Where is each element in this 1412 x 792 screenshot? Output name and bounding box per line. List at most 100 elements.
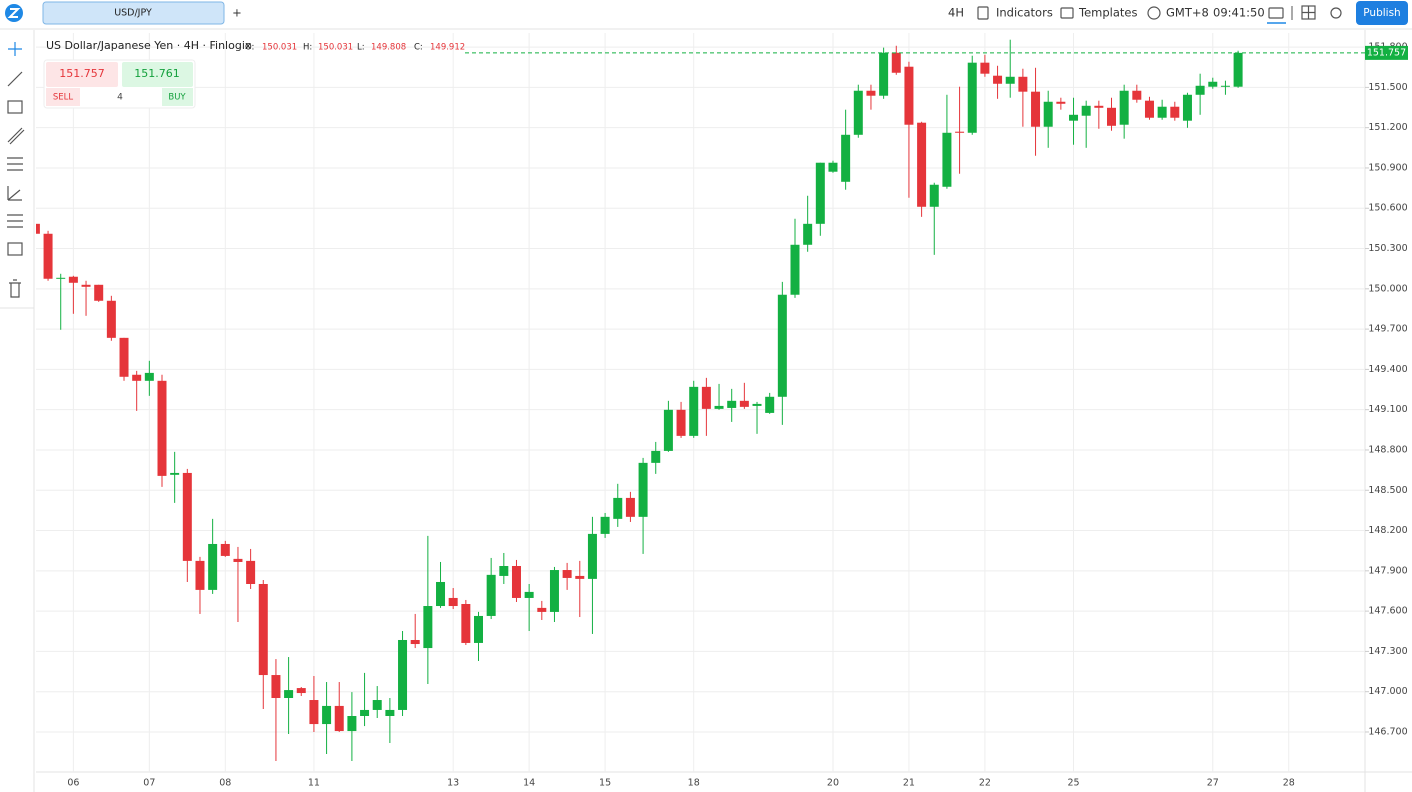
buy-box[interactable] xyxy=(122,62,193,87)
candle-body xyxy=(474,615,483,643)
globe-icon xyxy=(1147,6,1161,20)
sell-label: SELL xyxy=(53,93,74,103)
candle-body xyxy=(360,709,370,717)
candle-body xyxy=(853,90,863,135)
candle-body xyxy=(1005,76,1015,84)
publish-button[interactable] xyxy=(1356,1,1408,25)
candle-body xyxy=(309,700,319,725)
candle-body xyxy=(600,516,610,534)
ohlc-label: O: xyxy=(245,43,254,53)
candle-body xyxy=(739,400,749,407)
candle-body xyxy=(1107,107,1116,126)
candle-body xyxy=(955,131,965,133)
y-tick-label: 149.700 xyxy=(1368,324,1407,335)
candle-body xyxy=(1170,106,1180,118)
candle-body xyxy=(841,134,851,182)
candle-body xyxy=(828,162,838,172)
candle-body xyxy=(410,639,420,645)
x-tick-label: 07 xyxy=(143,778,155,789)
chart-title: US Dollar/Japanese Yen · 4H · Finlogix xyxy=(46,39,252,52)
y-tick-label: 147.600 xyxy=(1368,606,1407,617)
candle-body xyxy=(1182,94,1192,121)
candle-body xyxy=(1056,101,1066,104)
candle-body xyxy=(904,66,914,125)
rectangle-tool[interactable] xyxy=(7,100,23,114)
y-tick-label: 147.000 xyxy=(1368,686,1407,697)
snapshot-icon[interactable] xyxy=(1268,7,1284,19)
candle-body xyxy=(765,396,775,413)
y-tick-label: 147.900 xyxy=(1368,565,1407,576)
candle-body xyxy=(714,405,724,409)
buy-price: 151.761 xyxy=(134,67,180,80)
templates-icon xyxy=(1060,7,1074,19)
candle-body xyxy=(1208,81,1218,87)
y-tick-label: 149.400 xyxy=(1368,364,1407,375)
line-tool[interactable] xyxy=(7,71,23,87)
x-tick-label: 06 xyxy=(67,778,79,789)
overlay: O: 150.031 H: 150.031 L: 149.808 C: 149.912 151.… xyxy=(245,43,1408,60)
candle-body xyxy=(929,184,939,207)
publish-label: Publish xyxy=(1363,7,1400,19)
quantity[interactable]: 4 xyxy=(117,93,123,103)
candle-body xyxy=(1031,91,1041,127)
x-tick-label: 21 xyxy=(903,778,915,789)
symbol-tab[interactable] xyxy=(42,1,225,25)
x-tick-label: 13 xyxy=(447,778,459,789)
x-tick-label: 27 xyxy=(1207,778,1219,789)
y-tick-label: 148.200 xyxy=(1368,525,1407,536)
candle-body xyxy=(56,277,66,279)
levels-tool[interactable] xyxy=(7,214,23,228)
candle-body xyxy=(790,244,800,295)
candle-body xyxy=(132,374,142,381)
delete-tool[interactable] xyxy=(9,279,21,298)
templates-button[interactable]: Templates xyxy=(1078,6,1137,20)
logo-mark xyxy=(7,8,21,18)
y-tick-label: 148.500 xyxy=(1368,485,1407,496)
tab-label: USD/JPY xyxy=(114,8,152,19)
x-tick-label: 14 xyxy=(523,778,535,789)
candle-body xyxy=(1157,106,1167,118)
candle-body xyxy=(284,690,294,699)
x-tick-label: 20 xyxy=(827,778,839,789)
candle-body xyxy=(651,450,661,463)
candle-body xyxy=(1043,101,1053,127)
candle-body xyxy=(106,300,116,338)
sell-button[interactable] xyxy=(46,88,80,106)
indicators-icon xyxy=(977,6,989,20)
fib-tool[interactable] xyxy=(7,157,23,171)
candle-body xyxy=(524,591,534,598)
candle-body xyxy=(942,132,952,187)
settings-icon[interactable] xyxy=(1330,7,1342,19)
candle-body xyxy=(182,472,192,561)
y-tick-label: 150.000 xyxy=(1368,283,1407,294)
fan-tool[interactable] xyxy=(7,186,22,201)
candle-body xyxy=(1195,85,1205,95)
buy-button[interactable] xyxy=(162,88,193,106)
channel-tool[interactable] xyxy=(7,127,25,145)
indicators-button[interactable]: Indicators xyxy=(996,6,1053,20)
ohlc-label: L: xyxy=(357,43,365,53)
candle-body xyxy=(727,400,737,408)
y-tick-label: 150.600 xyxy=(1368,203,1407,214)
last-price-box xyxy=(1365,45,1408,60)
interval-button[interactable]: 4H xyxy=(948,6,964,20)
candle-body xyxy=(1018,76,1028,92)
layout-icon-cross xyxy=(1302,6,1315,19)
candle-body xyxy=(423,606,433,649)
candle-body xyxy=(81,284,91,287)
candle-body xyxy=(385,709,395,717)
crosshair-tool[interactable] xyxy=(8,42,22,56)
ohlc-value: 150.031 xyxy=(262,43,297,53)
candle-body xyxy=(891,52,901,73)
candle-body xyxy=(398,639,408,710)
text-tool[interactable] xyxy=(7,242,23,256)
candle-body xyxy=(815,162,825,224)
add-tab[interactable]: + xyxy=(232,6,242,20)
sell-box[interactable] xyxy=(46,62,118,87)
x-tick-label: 15 xyxy=(599,778,611,789)
timezone-button[interactable]: GMT+8 xyxy=(1166,6,1209,20)
candle-body xyxy=(372,700,382,710)
candle-body xyxy=(1144,100,1154,118)
